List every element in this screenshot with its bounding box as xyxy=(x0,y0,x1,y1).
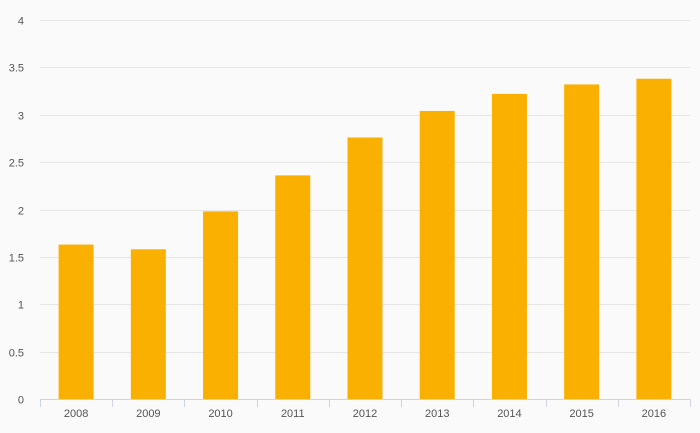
y-tick-label: 2 xyxy=(18,206,24,218)
x-tick-label: 2016 xyxy=(642,408,666,420)
y-tick-label: 2.5 xyxy=(9,158,24,170)
y-tick-label: 0.5 xyxy=(9,348,24,360)
bar-2011 xyxy=(275,175,311,399)
y-tick-label: 3 xyxy=(18,111,24,123)
x-axis-labels: 2008 2009 2010 2011 2012 2013 2014 2015 2016 xyxy=(64,408,666,420)
bar-2010 xyxy=(203,211,239,399)
bar-2013 xyxy=(419,110,455,400)
bar-2012 xyxy=(347,137,383,400)
x-axis xyxy=(40,399,691,407)
x-tick-label: 2015 xyxy=(569,408,593,420)
x-tick-label: 2012 xyxy=(353,408,377,420)
x-tick-label: 2010 xyxy=(208,408,232,420)
y-tick-label: 3.5 xyxy=(9,63,24,75)
bar-2014 xyxy=(491,93,527,399)
x-tick-label: 2008 xyxy=(64,408,88,420)
bars xyxy=(58,78,672,400)
x-tick-label: 2013 xyxy=(425,408,449,420)
y-axis-labels: 0 0.5 1 1.5 2 2.5 3 3.5 4 xyxy=(9,16,24,407)
x-tick-label: 2014 xyxy=(497,408,521,420)
bar-2016 xyxy=(636,78,672,400)
x-tick-label: 2009 xyxy=(136,408,160,420)
y-tick-label: 1.5 xyxy=(9,253,24,265)
bar-2008 xyxy=(58,244,94,399)
y-tick-label: 0 xyxy=(18,395,24,407)
bar-2015 xyxy=(564,84,600,400)
y-tick-label: 1 xyxy=(18,300,24,312)
x-tick-label: 2011 xyxy=(281,408,305,420)
y-tick-label: 4 xyxy=(18,16,24,28)
bar-2009 xyxy=(130,249,166,399)
